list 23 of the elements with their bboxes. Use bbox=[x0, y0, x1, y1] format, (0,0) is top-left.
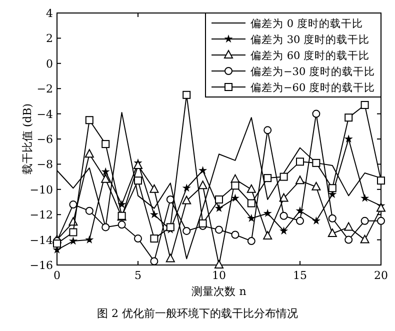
legend-label: 偏差为 30 度时的载干比 bbox=[250, 33, 370, 46]
x-tick-label: 20 bbox=[374, 269, 388, 282]
legend-label: 偏差为 60 度时的载干比 bbox=[250, 49, 370, 62]
x-tick-label: 10 bbox=[212, 269, 226, 282]
y-tick-label: 0 bbox=[46, 57, 53, 70]
y-axis-title: 载干比值 (dB) bbox=[21, 103, 34, 175]
legend-label: 偏差为−30 度时的载干比 bbox=[250, 65, 375, 78]
legend-label: 偏差为 0 度时的载干比 bbox=[250, 17, 363, 30]
x-tick-label: 5 bbox=[134, 269, 142, 282]
y-tick-label: −2 bbox=[36, 82, 53, 96]
y-tick-label: −4 bbox=[36, 108, 53, 121]
x-tick-label: 15 bbox=[293, 269, 307, 282]
y-tick-label: −16 bbox=[30, 259, 53, 272]
legend-label: 偏差为−60 度时的载干比 bbox=[250, 81, 375, 94]
y-tick-label: −6 bbox=[36, 133, 53, 146]
y-tick-label: −8 bbox=[36, 158, 53, 172]
caption: 图 2 优化前一般环境下的载干比分布情况 bbox=[97, 307, 298, 320]
y-tick-label: 2 bbox=[46, 32, 53, 46]
y-tick-label: −12 bbox=[30, 208, 53, 222]
y-tick-label: −14 bbox=[30, 234, 53, 247]
y-tick-label: −10 bbox=[30, 183, 53, 196]
x-axis-title: 测量次数 n bbox=[192, 285, 246, 298]
y-tick-label: 4 bbox=[46, 7, 53, 20]
